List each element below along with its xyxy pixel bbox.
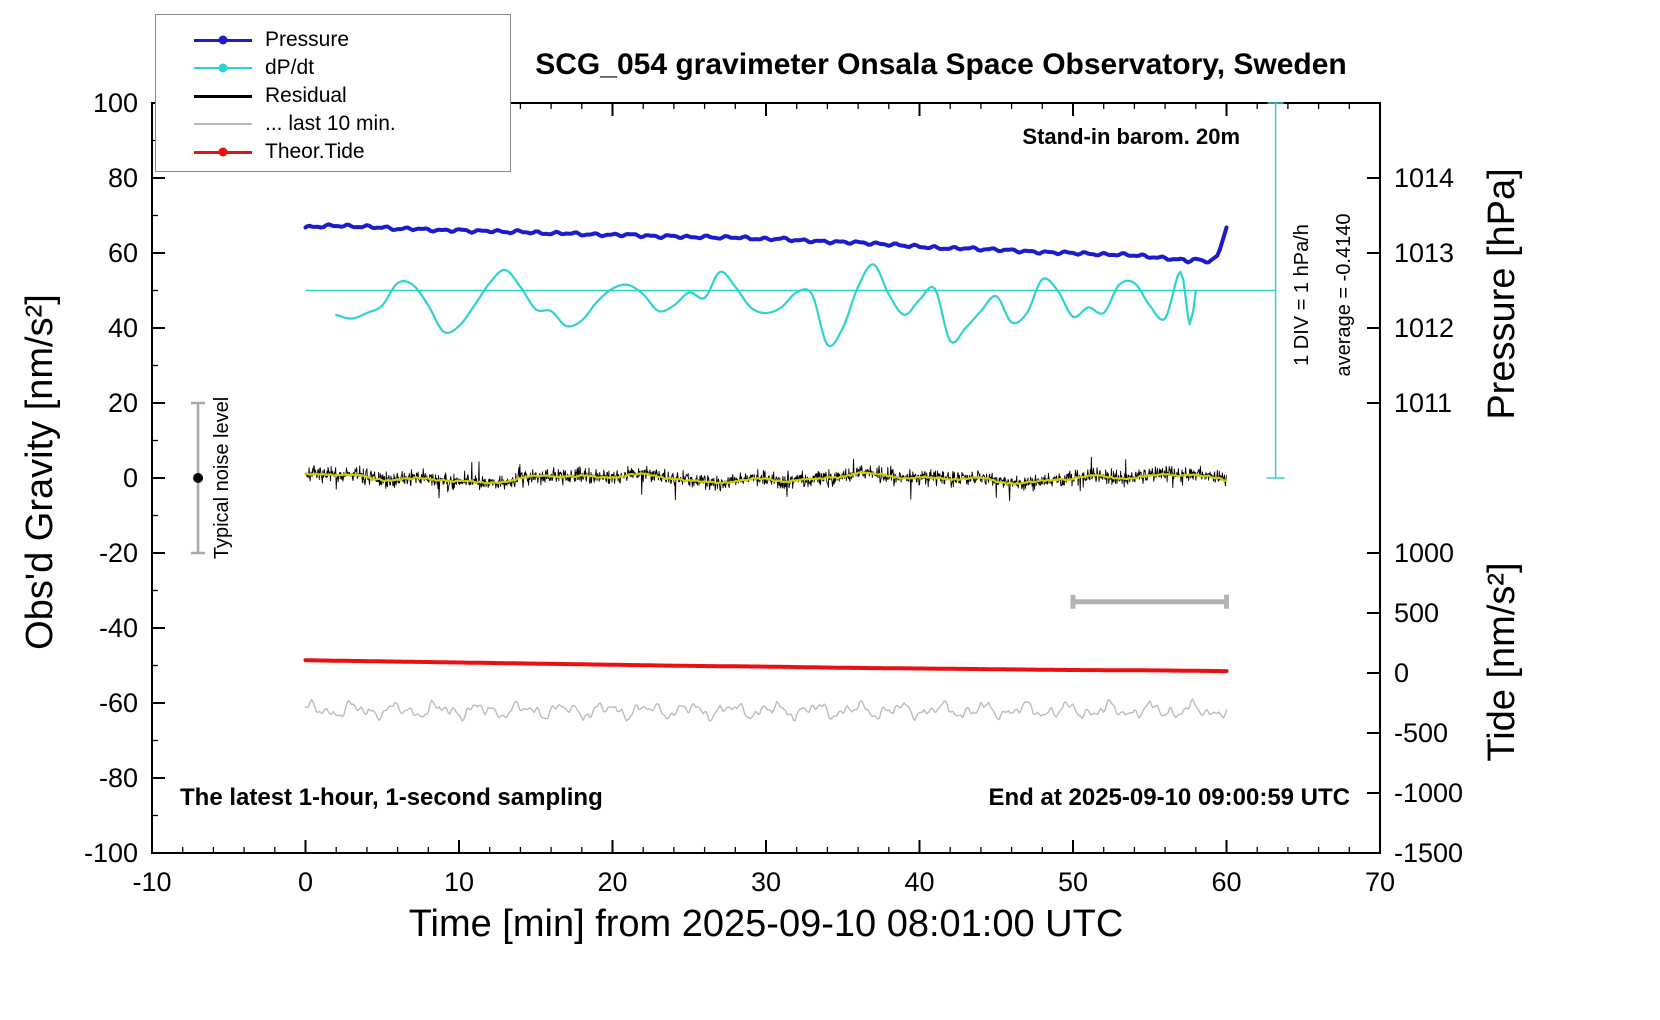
series-residual-smoothed — [304, 471, 1228, 486]
y-tick-label: 40 — [108, 313, 138, 343]
x-tick-label: -10 — [132, 867, 171, 897]
pressure-tick-label: 1012 — [1394, 313, 1454, 343]
legend-line-sample — [194, 147, 252, 157]
legend-marker-dot — [218, 35, 228, 45]
y-axis-label-tide: Tide [nm/s²] — [1481, 562, 1523, 762]
average-note: average = -0.4140 — [1333, 213, 1355, 377]
legend-label: Pressure — [265, 28, 350, 51]
pressure-tick-label: 1013 — [1394, 238, 1454, 268]
series-last-10-min — [304, 698, 1228, 722]
y-tick-label: -100 — [84, 838, 138, 868]
legend-item-dp-dt: dP/dt — [194, 54, 510, 82]
legend-item-theor-tide: Theor.Tide — [194, 138, 510, 166]
legend-marker-dot — [218, 147, 228, 157]
x-tick-label: 0 — [298, 867, 313, 897]
x-tick-label: 30 — [751, 867, 781, 897]
x-tick-label: 70 — [1365, 867, 1395, 897]
legend-label: Theor.Tide — [265, 140, 365, 163]
legend-label: dP/dt — [265, 56, 315, 79]
series-theor-tide — [303, 658, 1229, 674]
tide-tick-label: 500 — [1394, 598, 1439, 628]
x-tick-label: 60 — [1211, 867, 1241, 897]
x-axis-label: Time [min] from 2025-09-10 08:01:00 UTC — [408, 903, 1124, 945]
tide-tick-label: -1000 — [1394, 778, 1463, 808]
legend-line-sample — [194, 35, 252, 45]
chart-title: SCG_054 gravimeter Onsala Space Observat… — [535, 48, 1347, 81]
legend-item-residual: Residual — [194, 82, 510, 110]
y-axis-label-gravity: Obs'd Gravity [nm/s²] — [19, 294, 61, 650]
y-tick-label: 20 — [108, 388, 138, 418]
tide-tick-label: -1500 — [1394, 838, 1463, 868]
legend-line — [194, 94, 252, 98]
legend-line-sample — [194, 63, 252, 73]
x-tick-label: 50 — [1058, 867, 1088, 897]
tide-tick-label: 1000 — [1394, 538, 1454, 568]
legend-line-sample — [194, 122, 252, 126]
y-tick-label: -80 — [99, 763, 138, 793]
legend-line — [194, 122, 252, 126]
legend-line-sample — [194, 94, 252, 98]
noise-level-label: Typical noise level — [211, 396, 233, 560]
legend-item-pressure: Pressure — [194, 26, 510, 54]
y-tick-label: 100 — [93, 88, 138, 118]
end-time-note: End at 2025-09-10 09:00:59 UTC — [988, 784, 1351, 811]
series-pressure — [303, 222, 1229, 265]
legend-item--last-10-min-: ... last 10 min. — [194, 110, 510, 138]
pressure-tick-label: 1011 — [1394, 388, 1452, 418]
div-scale-note: 1 DIV = 1 hPa/h — [1291, 224, 1313, 366]
series-dp-dt — [335, 263, 1197, 348]
barometer-note: Stand-in barom. 20m — [1022, 124, 1240, 149]
tide-tick-label: -500 — [1394, 718, 1448, 748]
typical-noise-level-dot — [193, 473, 204, 483]
y-tick-label: 0 — [123, 463, 138, 493]
sampling-note: The latest 1-hour, 1-second sampling — [180, 784, 603, 811]
y-tick-label: 60 — [108, 238, 138, 268]
y-tick-label: 80 — [108, 163, 138, 193]
legend-label: ... last 10 min. — [265, 112, 396, 135]
legend: Pressure dP/dt Residual ... last 10 min. The… — [155, 14, 511, 172]
legend-label: Residual — [265, 84, 347, 107]
tide-tick-label: 0 — [1394, 658, 1409, 688]
y-axis-label-pressure: Pressure [hPa] — [1481, 168, 1523, 420]
y-tick-label: -20 — [99, 538, 138, 568]
pressure-tick-label: 1014 — [1394, 163, 1454, 193]
y-tick-label: -60 — [99, 688, 138, 718]
legend-marker-dot — [218, 63, 228, 73]
x-tick-label: 40 — [904, 867, 934, 897]
x-tick-label: 10 — [444, 867, 474, 897]
y-tick-label: -40 — [99, 613, 138, 643]
x-tick-label: 20 — [597, 867, 627, 897]
